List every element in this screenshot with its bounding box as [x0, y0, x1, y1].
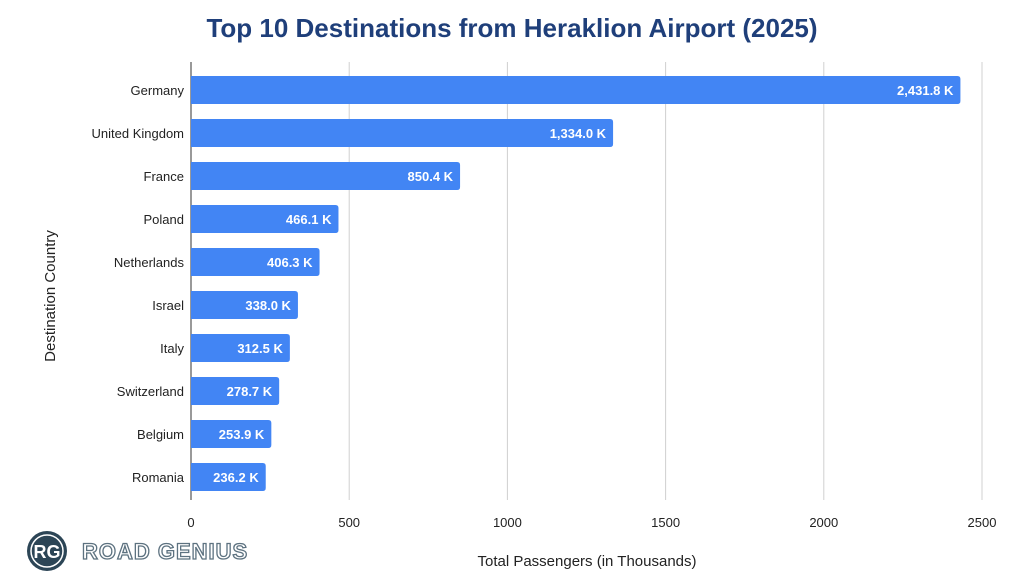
category-label: Israel: [152, 298, 184, 313]
data-label: 253.9 K: [219, 427, 265, 442]
svg-text:ROAD GENIUS: ROAD GENIUS: [82, 539, 248, 564]
category-label: United Kingdom: [92, 126, 185, 141]
category-label: Belgium: [137, 427, 184, 442]
svg-text:RG: RG: [34, 542, 61, 562]
bar: [190, 377, 280, 405]
bar: [191, 334, 290, 362]
bar: [191, 248, 320, 276]
x-tick-label: 1000: [493, 515, 522, 530]
x-axis-label: Total Passengers (in Thousands): [477, 553, 696, 570]
data-label: 406.3 K: [267, 255, 313, 270]
y-axis-label: Destination Country: [42, 230, 59, 362]
data-label: 278.7 K: [227, 384, 273, 399]
category-label: Romania: [132, 470, 185, 485]
category-label: Netherlands: [114, 255, 185, 270]
bar: [191, 420, 272, 448]
category-label: Poland: [144, 212, 184, 227]
bar: [191, 119, 614, 147]
data-label: 850.4 K: [408, 169, 454, 184]
bar: [191, 291, 298, 319]
chart-title: Top 10 Destinations from Heraklion Airpo…: [206, 13, 817, 43]
category-label: Germany: [131, 83, 185, 98]
data-label: 466.1 K: [286, 212, 332, 227]
bar: [191, 162, 461, 190]
bar: [191, 205, 339, 233]
x-tick-label: 0: [187, 515, 194, 530]
x-tick-label: 2500: [968, 515, 997, 530]
x-tick-label: 500: [338, 515, 360, 530]
data-label: 236.2 K: [213, 470, 259, 485]
data-label: 338.0 K: [245, 298, 291, 313]
data-label: 2,431.8 K: [897, 83, 954, 98]
category-label: Italy: [160, 341, 184, 356]
category-label: France: [144, 169, 184, 184]
x-tick-label: 2000: [809, 515, 838, 530]
data-label: 1,334.0 K: [550, 126, 607, 141]
bar: [191, 463, 266, 491]
road-genius-logo: RG ROAD GENIUS: [27, 531, 248, 571]
data-label: 312.5 K: [237, 341, 283, 356]
x-tick-label: 1500: [651, 515, 680, 530]
category-label: Switzerland: [117, 384, 184, 399]
bar: [191, 76, 961, 104]
